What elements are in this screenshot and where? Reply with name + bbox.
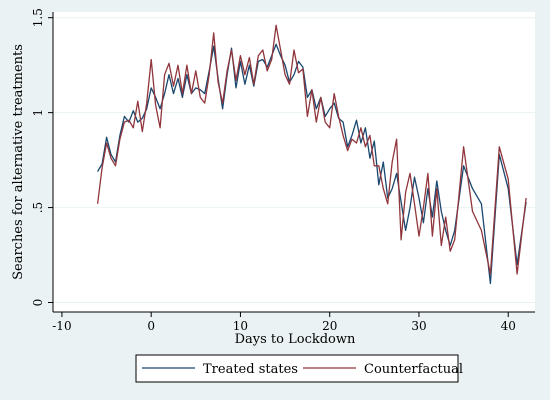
x-tick-label: 0 bbox=[147, 319, 155, 333]
x-tick-label: 30 bbox=[411, 319, 426, 333]
legend: Treated states Counterfactual bbox=[135, 354, 463, 383]
series-lines bbox=[96, 24, 527, 285]
y-tick-label: .5 bbox=[31, 202, 45, 213]
x-tick-label: 20 bbox=[322, 319, 337, 333]
axes bbox=[52, 12, 535, 313]
x-tick-label: 40 bbox=[501, 319, 516, 333]
y-tick-label: 1.5 bbox=[31, 8, 45, 27]
x-axis-title: Days to Lockdown bbox=[235, 332, 356, 347]
legend-label-treated: Treated states bbox=[203, 362, 298, 377]
y-tick-label: 1 bbox=[31, 109, 45, 117]
x-tick-label: 10 bbox=[233, 319, 248, 333]
series-line-counterfactual bbox=[96, 24, 527, 275]
legend-box bbox=[135, 354, 459, 383]
legend-label-counterfactual: Counterfactual bbox=[364, 362, 463, 377]
plot-area bbox=[53, 12, 535, 312]
axis-ticks: 0 .5 1 1.5 -10 0 10 20 30 40 bbox=[31, 8, 516, 333]
y-axis-title: Searches for alternative treatments bbox=[11, 44, 26, 280]
y-tick-label: 0 bbox=[31, 299, 45, 307]
x-tick-label: -10 bbox=[52, 319, 71, 333]
grid-lines bbox=[53, 17, 535, 304]
